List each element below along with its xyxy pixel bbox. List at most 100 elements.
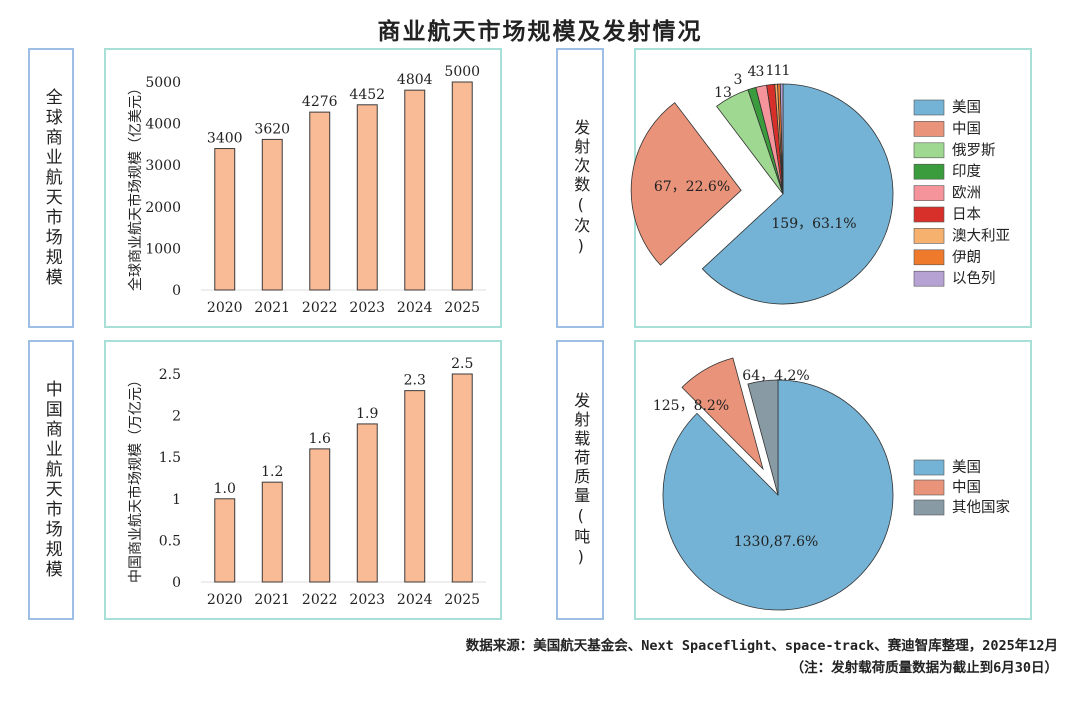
bar	[451, 81, 473, 291]
x-tick-label: 2020	[207, 592, 243, 608]
legend-swatch	[913, 479, 945, 496]
x-tick-label: 2024	[397, 300, 433, 316]
y-tick-label: 2000	[145, 200, 181, 216]
china-market-chart-box: 中国商业航天市场规模（万亿元） 0 0.5 1 1.5 2 2.5 1.0 2020 1.2 202…	[104, 340, 502, 620]
x-tick-label: 2021	[254, 300, 290, 316]
footer-source: 数据来源：美国航天基金会、Next Spaceflight、space-trac…	[465, 638, 1058, 654]
legend-label: 印度	[952, 163, 981, 180]
x-tick-label: 2024	[397, 592, 433, 608]
y-tick-label: 5000	[145, 75, 181, 91]
global-market-bar-chart: 全球商业航天市场规模（亿美元） 0 1000 2000 3000 4000 5000 3400…	[127, 64, 486, 316]
pie-slice	[681, 357, 764, 471]
bar-value-label: 4452	[349, 87, 385, 103]
legend-swatch	[913, 142, 945, 159]
legend-label: 日本	[952, 206, 981, 223]
x-tick-label: 2021	[254, 592, 290, 608]
pie-slice-label: 159，63.1%	[771, 216, 856, 232]
pie-slice-label: 1	[766, 63, 775, 79]
row-label-china: 中国商业航天市场规模	[41, 380, 62, 580]
launch-count-chart-box: 159，63.1% 67，22.6% 13 3 4 3 1 1 1 美国 中国 俄罗斯 印度 欧洲 日本 澳大…	[630, 48, 1032, 328]
x-tick-label: 2025	[444, 300, 480, 316]
legend-swatch	[913, 249, 945, 266]
legend-label: 伊朗	[952, 249, 981, 266]
bar-value-label: 5000	[444, 64, 480, 80]
pie-slice-label: 3	[756, 64, 765, 80]
y-tick-label: 0	[172, 575, 181, 591]
pie-slice	[630, 102, 742, 266]
bar	[404, 390, 426, 583]
legend-label: 俄罗斯	[952, 142, 996, 159]
legend-label: 美国	[952, 99, 981, 116]
pie-slice-label: 13	[714, 85, 732, 101]
legend-label: 澳大利亚	[952, 227, 1010, 244]
legend-label: 中国	[952, 120, 981, 137]
bar	[356, 423, 378, 583]
footer-note: （注：发射载荷质量数据为截止到6月30日）	[790, 660, 1058, 676]
legend-swatch	[913, 163, 945, 180]
bar	[309, 448, 331, 583]
legend-swatch	[913, 206, 945, 223]
row-label-launches: 发射次数(次)	[571, 118, 591, 258]
x-tick-label: 2023	[349, 592, 385, 608]
bar	[451, 373, 473, 583]
x-tick-label: 2022	[302, 592, 338, 608]
y-tick-label: 4000	[145, 117, 181, 133]
bar-value-label: 1.2	[261, 464, 283, 480]
bar-value-label: 3620	[254, 121, 290, 137]
legend-swatch	[913, 499, 945, 516]
row-label-china-box: 中国商业航天市场规模	[28, 340, 74, 620]
pie-slice-label: 67，22.6%	[654, 179, 730, 195]
pie-slice-label: 1	[774, 63, 783, 79]
y-tick-label: 3000	[145, 158, 181, 174]
bar-value-label: 1.6	[309, 431, 331, 447]
global-market-chart-box: 全球商业航天市场规模（亿美元） 0 1000 2000 3000 4000 5000 3400…	[104, 48, 502, 328]
row-label-global-box: 全球商业航天市场规模	[28, 48, 74, 328]
pie-slice-label: 1330,87.6%	[734, 534, 819, 550]
x-tick-label: 2020	[207, 300, 243, 316]
y-tick-label: 1000	[145, 241, 181, 257]
legend-label: 中国	[952, 479, 981, 496]
legend-swatch	[913, 459, 945, 476]
legend-swatch	[913, 270, 945, 287]
y-tick-label: 0	[172, 283, 181, 299]
y-tick-label: 1	[172, 492, 181, 508]
row-label-launches-box: 发射次数(次)	[556, 48, 604, 328]
y-axis-label: 全球商业航天市场规模（亿美元）	[127, 81, 144, 291]
bar	[404, 89, 426, 291]
legend-swatch	[913, 121, 945, 137]
bar	[261, 481, 283, 583]
bar	[214, 148, 236, 291]
y-tick-label: 2	[172, 409, 181, 425]
launch-count-pie-chart: 159，63.1%67，22.6%133 4 3 1 1 1美国中国俄罗斯印度欧洲日本澳大…	[630, 63, 1010, 305]
y-tick-label: 2.5	[159, 367, 181, 383]
y-axis-label: 中国商业航天市场规模（万亿元）	[127, 373, 144, 583]
legend-swatch	[913, 185, 945, 201]
x-tick-label: 2023	[349, 300, 385, 316]
pie-slice	[779, 83, 784, 195]
legend-label: 美国	[952, 459, 981, 476]
x-tick-label: 2022	[302, 300, 338, 316]
legend-label: 以色列	[952, 270, 996, 287]
bar	[309, 111, 331, 291]
pie-slice-label: 64，4.2%	[742, 368, 809, 384]
bar-value-label: 1.9	[356, 406, 378, 422]
bar-value-label: 4276	[302, 94, 338, 110]
bar-value-label: 2.3	[404, 373, 426, 389]
legend-label: 其他国家	[952, 499, 1010, 516]
payload-mass-chart-box: 1330,87.6% 125，8.2% 64，4.2% 美国中国其他国家	[634, 340, 1032, 620]
pie-slice-label: 3	[734, 72, 743, 88]
row-label-payload-box: 发射载荷质量(吨)	[556, 340, 604, 620]
legend-label: 欧洲	[952, 185, 981, 202]
bar	[214, 498, 236, 583]
bar-value-label: 2.5	[451, 356, 473, 372]
bar	[356, 104, 378, 291]
pie-slice-label: 4	[748, 64, 757, 80]
bar-value-label: 3400	[207, 131, 243, 147]
bar-value-label: 1.0	[214, 481, 236, 497]
legend-swatch	[913, 228, 945, 244]
pie-slice-label: 125，8.2%	[653, 398, 729, 414]
pie-slice	[662, 379, 894, 611]
page-title: 商业航天市场规模及发射情况	[377, 19, 703, 45]
pie-slice	[701, 83, 894, 305]
